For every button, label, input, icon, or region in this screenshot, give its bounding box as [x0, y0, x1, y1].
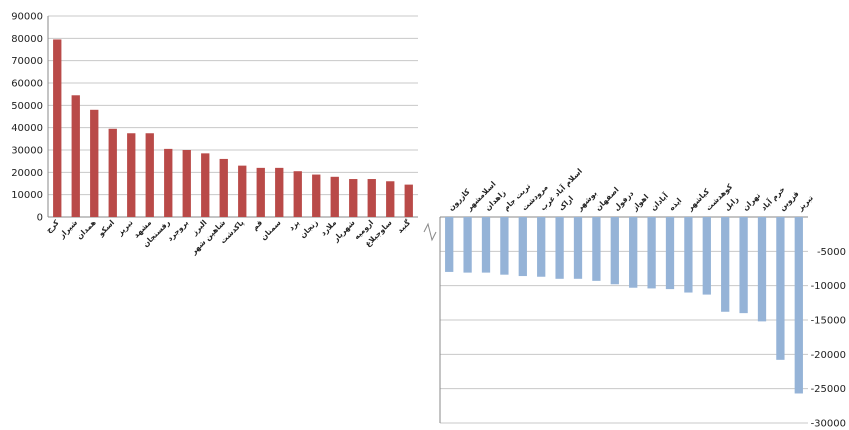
bar — [610, 217, 619, 285]
y-tick-label: 10000 — [11, 190, 43, 201]
bar — [555, 217, 564, 279]
category-label: گنبد — [395, 218, 412, 235]
bar — [145, 133, 154, 217]
bar — [629, 217, 638, 288]
bar — [757, 217, 767, 322]
bar — [312, 174, 321, 217]
bar — [684, 217, 693, 293]
y-tick-label: -20000 — [811, 350, 846, 361]
axis-break-marker — [423, 222, 437, 242]
bar — [702, 217, 711, 295]
bar — [665, 217, 675, 290]
bar — [275, 167, 284, 217]
bar — [573, 217, 583, 279]
bar — [721, 217, 730, 312]
y-tick-label: 70000 — [11, 56, 43, 67]
bar — [537, 217, 546, 277]
bar — [108, 128, 117, 217]
category-label: سمنان — [259, 218, 283, 242]
bar — [367, 179, 376, 217]
bar — [739, 217, 748, 314]
bar — [330, 176, 339, 217]
y-tick-label: -30000 — [811, 419, 846, 430]
category-label: تهران — [741, 191, 763, 213]
y-tick-label: 0 — [37, 213, 43, 224]
bar — [386, 181, 395, 217]
bar — [404, 184, 413, 217]
bar — [127, 133, 136, 217]
category-label: قم — [250, 218, 264, 232]
category-label: اسکو — [96, 218, 117, 239]
category-label: ایذه — [667, 196, 683, 212]
y-tick-label: 40000 — [11, 123, 43, 134]
bar — [647, 217, 656, 289]
y-tick-label: 80000 — [11, 34, 43, 45]
category-label: بروجرد — [165, 218, 190, 243]
bar — [445, 217, 454, 272]
bar — [293, 171, 302, 217]
bar — [481, 217, 491, 273]
bar — [90, 109, 99, 217]
category-label: یزد — [287, 218, 302, 233]
category-label: بوشهر — [574, 189, 599, 214]
y-tick-label: 20000 — [11, 168, 43, 179]
bar — [776, 217, 785, 360]
bar — [219, 158, 228, 217]
negative-bar-chart: -5000-10000-15000-20000-25000-30000کازرو… — [439, 166, 846, 430]
y-tick-label: 60000 — [11, 79, 43, 90]
y-tick-label: 90000 — [11, 12, 43, 23]
category-label: همدان — [75, 218, 98, 241]
bar — [794, 217, 803, 394]
bar — [518, 217, 527, 277]
category-label: زنجان — [298, 218, 320, 240]
bar — [201, 153, 210, 217]
bar — [463, 217, 472, 273]
y-tick-label: -25000 — [811, 384, 846, 395]
y-tick-label: -10000 — [811, 281, 846, 292]
category-label: شیراز — [57, 218, 80, 241]
bar — [182, 150, 191, 217]
category-label: آبادان — [648, 190, 670, 212]
y-tick-label: 30000 — [11, 146, 43, 157]
bar — [53, 39, 62, 218]
bar — [238, 165, 247, 217]
y-tick-label: 50000 — [11, 101, 43, 112]
bar — [256, 167, 265, 217]
bar — [349, 179, 358, 217]
y-tick-label: -15000 — [811, 316, 846, 327]
bar — [71, 95, 80, 217]
positive-bar-chart: 0 10000 20000 30000 40000 50000 60000 70000 8000… — [11, 12, 418, 257]
bar — [164, 148, 173, 217]
bar — [592, 217, 601, 281]
bar — [500, 217, 509, 275]
y-tick-label: -5000 — [817, 247, 846, 258]
